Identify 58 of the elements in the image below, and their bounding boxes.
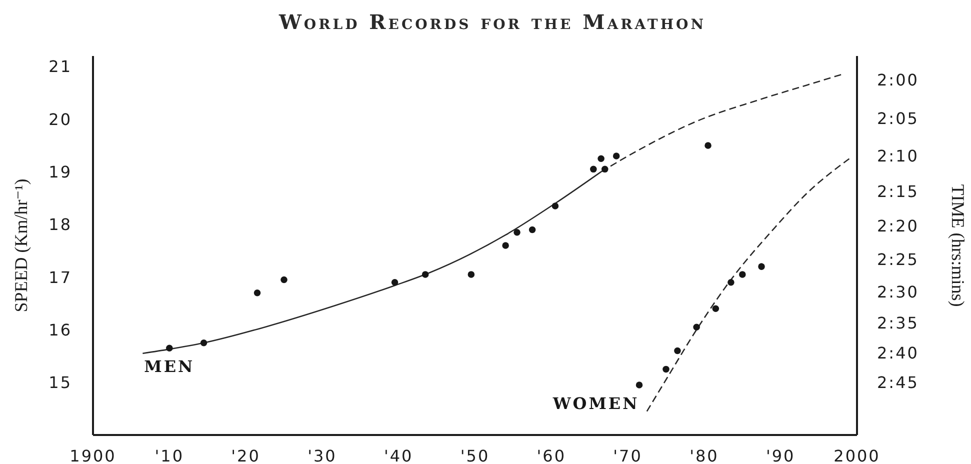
point bbox=[166, 344, 173, 352]
point bbox=[391, 278, 398, 286]
x-tick-label: '40 bbox=[384, 446, 414, 464]
point bbox=[502, 242, 509, 249]
y2-tick-label: 2:40 bbox=[877, 344, 919, 363]
point bbox=[704, 142, 712, 149]
x-tick-label: 2000 bbox=[834, 446, 880, 464]
x-tick-label: '90 bbox=[766, 446, 796, 464]
point bbox=[674, 347, 681, 354]
series-label: MEN bbox=[144, 357, 195, 376]
point bbox=[528, 226, 536, 234]
x-tick-label: '60 bbox=[536, 446, 566, 464]
point bbox=[728, 278, 734, 286]
x-tick-label: '30 bbox=[308, 446, 337, 464]
point bbox=[254, 289, 261, 296]
point bbox=[280, 276, 288, 284]
y2-tick-label: 2:15 bbox=[877, 182, 919, 202]
y2-tick-label: 2:05 bbox=[877, 109, 919, 128]
point bbox=[636, 382, 643, 388]
point bbox=[598, 155, 604, 162]
point bbox=[422, 271, 429, 278]
y-tick-label: 16 bbox=[48, 320, 72, 340]
y-tick-label: 15 bbox=[48, 373, 72, 392]
y2-tick-label: 2:45 bbox=[877, 372, 919, 392]
point bbox=[552, 202, 559, 210]
chart-title: World Records for the Marathon bbox=[278, 9, 708, 35]
point bbox=[590, 166, 597, 173]
y2-tick-label: 2:35 bbox=[877, 313, 919, 332]
x-tick-label: 1900 bbox=[70, 446, 116, 464]
y2-axis-title: TIME (hrs:mins) bbox=[948, 184, 968, 307]
point bbox=[601, 166, 608, 173]
x-tick-label: '70 bbox=[613, 446, 642, 464]
point bbox=[514, 228, 520, 236]
point bbox=[693, 324, 700, 330]
line-series bbox=[646, 158, 850, 412]
y2-tick-label: 2:20 bbox=[877, 216, 919, 236]
point bbox=[758, 263, 765, 270]
y-tick-label: 17 bbox=[48, 268, 72, 287]
y-tick-label: 21 bbox=[48, 57, 72, 76]
x-tick-label: '80 bbox=[690, 446, 719, 464]
point bbox=[712, 305, 720, 312]
y2-tick-label: 2:00 bbox=[877, 70, 919, 90]
x-tick-label: '20 bbox=[231, 446, 260, 464]
point bbox=[200, 340, 208, 346]
y-tick-label: 19 bbox=[48, 162, 72, 182]
y2-tick-label: 2:25 bbox=[877, 250, 919, 270]
x-tick-label: '50 bbox=[460, 446, 490, 464]
series-label: WOMEN bbox=[552, 394, 640, 413]
y-axis-title: SPEED (Km/hr⁻¹) bbox=[11, 178, 31, 312]
point bbox=[612, 152, 620, 160]
point bbox=[468, 271, 475, 278]
x-tick-label: '10 bbox=[154, 446, 184, 464]
y2-tick-label: 2:30 bbox=[877, 282, 919, 302]
point bbox=[739, 271, 746, 278]
y2-tick-label: 2:10 bbox=[877, 146, 919, 166]
y-tick-label: 18 bbox=[48, 215, 72, 234]
point bbox=[662, 366, 670, 373]
y-tick-label: 20 bbox=[48, 110, 72, 129]
